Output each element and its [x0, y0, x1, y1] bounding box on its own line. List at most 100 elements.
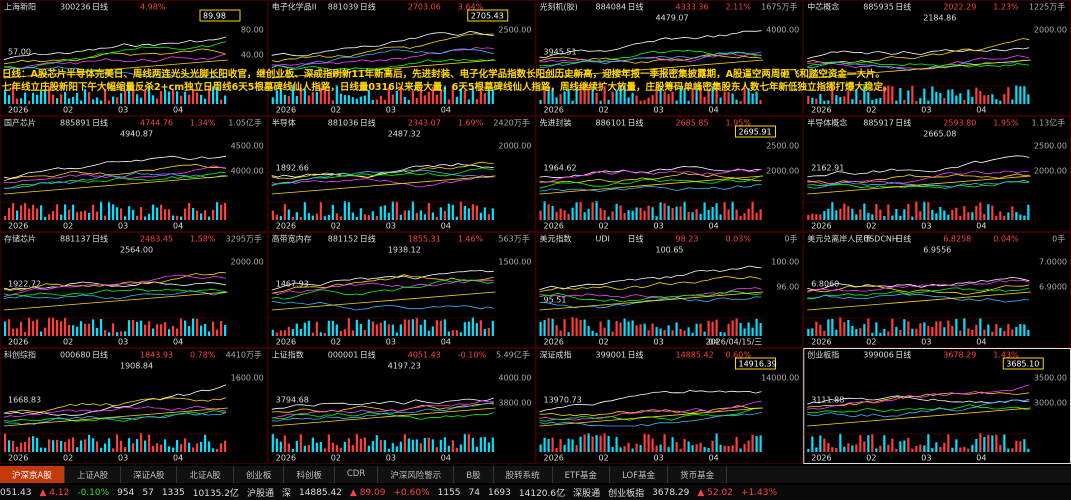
- decor-volume: [491, 89, 494, 104]
- axis-label: 4000.00: [498, 374, 531, 383]
- decor-volume: [619, 85, 622, 104]
- panel-change: 0.04%: [993, 235, 1019, 244]
- tab[interactable]: 沪深京A股: [0, 466, 65, 483]
- decor-volume: [339, 216, 342, 220]
- decor-volume: [491, 320, 494, 336]
- tab[interactable]: 股转系统: [494, 466, 553, 483]
- tab[interactable]: B股: [454, 466, 494, 483]
- decor-volume: [108, 332, 111, 336]
- decor-volume: [104, 89, 107, 104]
- decor-volume: [423, 319, 426, 336]
- tab[interactable]: 沪深风险警示: [378, 466, 455, 483]
- decor-volume: [220, 204, 223, 220]
- decor-volume: [136, 215, 139, 220]
- decor-volume: [619, 205, 622, 220]
- decor-volume: [463, 322, 466, 336]
- decor-volume: [28, 317, 31, 336]
- tab[interactable]: 科创板: [284, 466, 335, 483]
- status-item: 14120.6亿: [518, 489, 566, 499]
- decor-volume: [56, 439, 59, 452]
- decor-volume: [140, 207, 143, 220]
- decor-volume: [116, 332, 119, 336]
- decor-line: [807, 384, 1030, 410]
- decor-volume: [96, 211, 99, 220]
- decor-volume: [755, 436, 758, 452]
- decor-line: [539, 168, 762, 184]
- decor-volume: [184, 91, 187, 104]
- decor-volume: [399, 86, 402, 104]
- decor-volume: [675, 100, 678, 104]
- axis-label: 100.00: [771, 258, 799, 267]
- decor-volume: [683, 88, 686, 104]
- axis-label: 2500.00: [766, 142, 799, 151]
- tab[interactable]: 深证A股: [121, 466, 178, 483]
- decor-volume: [192, 318, 195, 336]
- decor-volume: [711, 206, 714, 220]
- decor-volume: [903, 319, 906, 336]
- decor-volume: [851, 99, 854, 104]
- panel-change: 0.60%: [726, 351, 752, 360]
- decor-volume: [411, 90, 414, 104]
- decor-volume: [899, 330, 902, 336]
- decor-line: [807, 279, 1030, 293]
- decor-volume: [959, 93, 962, 104]
- panel-frame: [267, 232, 536, 348]
- panel-period: 日线: [92, 2, 108, 12]
- panel-name: 半导体: [272, 118, 296, 128]
- tab[interactable]: 北证A股: [177, 466, 234, 483]
- decor-volume: [979, 202, 982, 220]
- decor-volume: [355, 216, 358, 220]
- x-label: 03: [386, 222, 396, 231]
- decor-volume: [591, 436, 594, 452]
- decor-volume: [112, 448, 115, 452]
- tab[interactable]: CDR: [335, 466, 379, 483]
- decor-volume: [447, 99, 450, 104]
- decor-volume: [835, 210, 838, 220]
- decor-volume: [699, 213, 702, 220]
- decor-volume: [20, 98, 23, 104]
- decor-volume: [168, 209, 171, 220]
- tab[interactable]: LOF基金: [610, 466, 669, 483]
- decor-line: [539, 400, 762, 421]
- decor-volume: [743, 328, 746, 336]
- decor-line: [807, 38, 1030, 64]
- tab[interactable]: 货币基金: [668, 466, 728, 483]
- x-label: 02: [63, 338, 73, 347]
- low-label: 3945.51: [544, 48, 577, 57]
- decor-volume: [707, 89, 710, 104]
- decor-volume: [455, 96, 458, 104]
- decor-volume: [20, 205, 23, 220]
- decor-volume: [279, 330, 282, 336]
- decor-volume: [627, 97, 630, 104]
- decor-volume: [204, 434, 207, 452]
- decor-volume: [699, 86, 702, 104]
- decor-volume: [539, 321, 542, 336]
- decor-volume: [24, 441, 27, 452]
- decor-volume: [643, 433, 646, 452]
- decor-volume: [951, 209, 954, 220]
- decor-volume: [164, 89, 167, 104]
- tab[interactable]: 创业板: [234, 466, 285, 483]
- decor-line: [3, 41, 227, 70]
- decor-volume: [735, 318, 738, 336]
- decor-volume: [315, 442, 318, 452]
- decor-volume: [623, 318, 626, 336]
- tab[interactable]: ETF基金: [553, 466, 611, 483]
- decor-volume: [208, 441, 211, 452]
- panel-frame: [535, 348, 804, 464]
- decor-volume: [124, 90, 127, 104]
- status-item: 深: [281, 489, 291, 499]
- decor-volume: [887, 204, 890, 220]
- decor-volume: [271, 329, 274, 336]
- axis-label: 2000.00: [498, 142, 531, 151]
- panel-volume: 1225万手: [1029, 2, 1065, 12]
- tab[interactable]: 上证A股: [65, 466, 122, 483]
- decor-volume: [184, 208, 187, 220]
- decor-volume: [459, 444, 462, 452]
- x-label: 04: [441, 222, 451, 231]
- decor-volume: [136, 439, 139, 452]
- decor-volume: [731, 93, 734, 104]
- decor-volume: [387, 324, 390, 336]
- decor-volume: [743, 444, 746, 452]
- decor-volume: [687, 100, 690, 104]
